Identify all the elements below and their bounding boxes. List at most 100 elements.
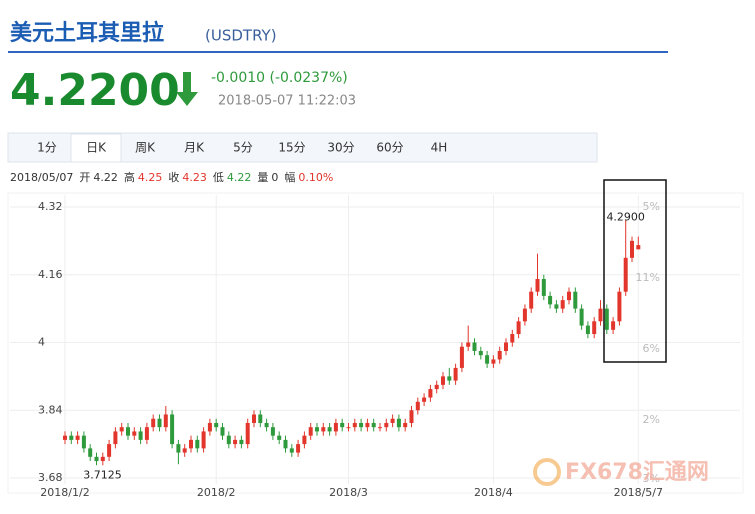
candle-body [252, 414, 256, 423]
x-tick-label: 2018/3 [329, 486, 368, 499]
y-tick-label: 4.16 [38, 268, 63, 281]
tab[interactable]: 1分 [37, 141, 57, 155]
watermark: FX678汇通网 [565, 460, 709, 485]
right-label: 5% [643, 200, 660, 213]
tab[interactable]: 30分 [327, 141, 354, 155]
tab[interactable]: 15分 [278, 141, 305, 155]
info-value: 0 [271, 171, 278, 184]
candle-body [459, 346, 464, 368]
candle-body [182, 448, 187, 453]
candle-body [321, 427, 326, 432]
candle-body [170, 414, 175, 445]
candle-body [371, 422, 376, 428]
candle-body [472, 342, 477, 351]
candle-body [573, 291, 578, 309]
candle-body [390, 418, 395, 423]
candle-body [176, 444, 181, 453]
candle-body [277, 435, 282, 440]
tab[interactable]: 5分 [233, 141, 253, 155]
candle-body [132, 431, 137, 436]
x-tick-label: 2018/5/7 [614, 486, 663, 499]
candle-body [100, 456, 105, 462]
x-tick-label: 2018/2 [197, 486, 236, 499]
candle-body [604, 308, 609, 330]
candle-body [636, 245, 641, 250]
plot-frame [7, 192, 744, 494]
candle-body [428, 389, 433, 398]
logo [533, 458, 561, 486]
tab[interactable]: 周K [135, 141, 156, 155]
tab[interactable]: 月K [184, 141, 205, 155]
info-label: 低 [213, 171, 224, 184]
x-tick-label: 2018/1/2 [40, 486, 89, 499]
candle-body [592, 321, 597, 335]
candle-body [611, 321, 616, 330]
candle-body [289, 448, 294, 453]
candle-body [157, 418, 162, 428]
candle-body [69, 435, 74, 440]
candle-body [201, 431, 206, 449]
candle-body [554, 304, 559, 309]
candle-body [522, 308, 527, 322]
info-value: 4.25 [138, 171, 163, 184]
info-label: 收 [168, 170, 179, 184]
candle-body [189, 439, 193, 449]
tab[interactable]: 日K [86, 141, 107, 155]
candle-body [220, 427, 225, 436]
candle-body [107, 444, 112, 457]
candle-body [144, 427, 149, 440]
info-date: 2018/05/07 [10, 171, 73, 184]
candle-body [422, 397, 427, 402]
candle-body [365, 422, 370, 428]
candle-body [88, 448, 93, 457]
y-tick-label: 4.32 [38, 200, 63, 213]
low-label: 3.7125 [83, 468, 122, 481]
candle-body [245, 422, 250, 445]
info-label: 开 [79, 171, 90, 184]
candle-body [94, 456, 99, 462]
candle-body [535, 278, 540, 292]
candle-body [81, 435, 86, 449]
candle-body [541, 278, 546, 296]
right-label: 3% [643, 472, 660, 485]
tab[interactable]: 60分 [376, 141, 403, 155]
candle-body [352, 422, 357, 428]
info-value: 4.22 [227, 171, 252, 184]
high-label: 4.2900 [606, 211, 645, 224]
candle-body [63, 435, 67, 440]
candle-body [560, 300, 565, 309]
candle-body [378, 427, 382, 429]
candle-body [497, 350, 502, 360]
candle-body [491, 359, 496, 364]
candle-body [195, 439, 200, 449]
candle-body [466, 342, 471, 347]
candle-body [283, 439, 288, 449]
candle-body [415, 401, 420, 411]
candle-body [163, 414, 168, 428]
info-label: 量 [257, 171, 268, 184]
candle-body [258, 414, 263, 423]
candle-body [233, 439, 238, 445]
info-value: 4.22 [93, 171, 118, 184]
right-label: 2% [643, 413, 660, 426]
candle-body [151, 418, 156, 428]
candle-body [403, 422, 408, 428]
candle-body [478, 350, 483, 356]
tab[interactable]: 4H [431, 141, 448, 155]
candle-body [623, 257, 628, 292]
candle-body [226, 435, 231, 445]
y-tick-label: 3.68 [38, 471, 63, 484]
candle-body [447, 376, 452, 381]
candle-body [126, 427, 130, 436]
candle-body [396, 418, 401, 428]
candle-body [113, 431, 118, 445]
candle-body [516, 321, 521, 335]
active-tab [70, 133, 122, 163]
title: 美元土耳其里拉 [10, 20, 164, 46]
candle-body [207, 422, 212, 432]
info-label: 高 [124, 170, 135, 184]
candle-body [453, 367, 458, 381]
candle-body [270, 427, 275, 436]
candle-body [302, 435, 307, 445]
